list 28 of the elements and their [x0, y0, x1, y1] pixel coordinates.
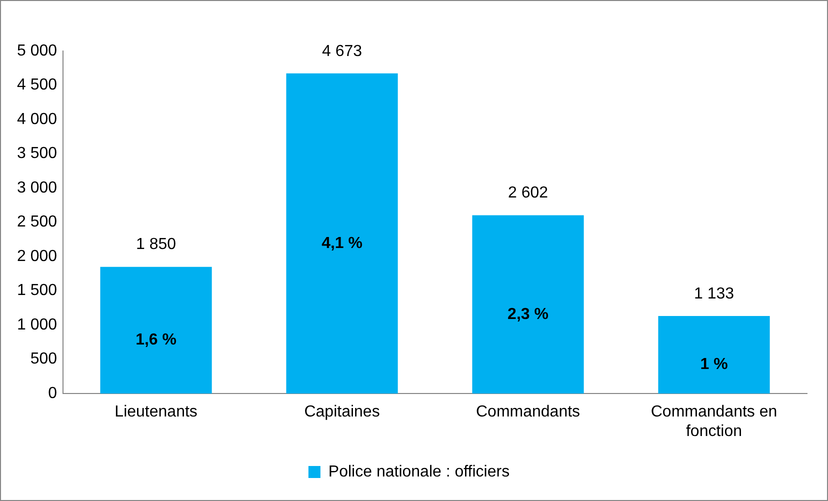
- x-tick-label: Commandants en fonction: [650, 404, 778, 440]
- bar: [286, 73, 398, 394]
- data-label: 1 850: [136, 236, 176, 254]
- data-label: 4 673: [322, 42, 362, 60]
- y-tick-label: 0: [48, 385, 58, 402]
- annotation: 1,6 %: [136, 332, 176, 349]
- data-label: 2 602: [508, 184, 548, 202]
- y-tick-label: 3 000: [16, 179, 58, 196]
- y-tick-label: 4 000: [16, 110, 58, 128]
- annotation: 4,1 %: [322, 234, 362, 252]
- y-tick-label: 500: [30, 350, 58, 368]
- x-tick-label: Lieutenants: [114, 404, 198, 421]
- y-tick-label: 3 500: [16, 145, 58, 162]
- x-tick-label: Capitaines: [304, 404, 380, 421]
- legend-label: Police nationale : officiers: [328, 463, 510, 480]
- annotation: 2,3 %: [508, 306, 548, 323]
- y-tick-label: 2 500: [16, 214, 58, 231]
- bar: [658, 316, 770, 394]
- y-tick-label: 1 500: [16, 282, 58, 300]
- annotation: 1 %: [700, 356, 728, 374]
- y-tick-label: 4 500: [16, 76, 58, 94]
- y-tick-label: 5 000: [16, 42, 58, 60]
- bar: [100, 266, 212, 394]
- bar: [472, 215, 584, 394]
- y-tick-label: 2 000: [16, 248, 58, 265]
- data-label: 1 133: [694, 285, 734, 302]
- y-tick-label: 1 000: [16, 316, 58, 334]
- x-tick-label: Commandants: [476, 404, 580, 421]
